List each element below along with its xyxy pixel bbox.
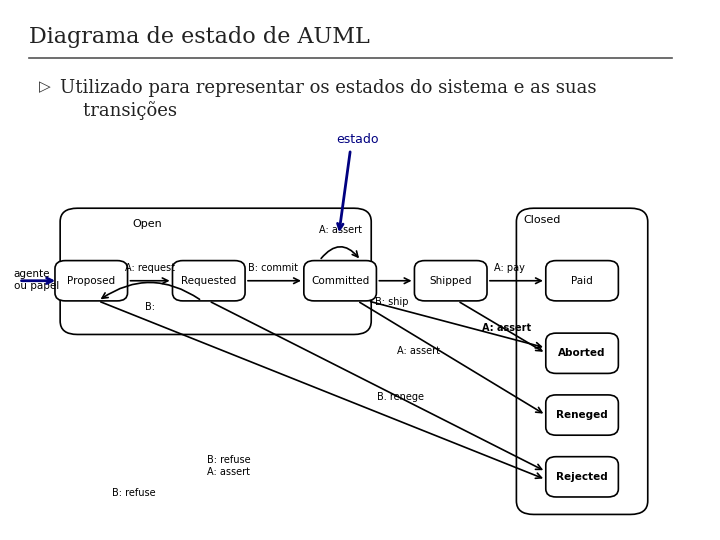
FancyBboxPatch shape [546, 333, 618, 374]
Text: Paid: Paid [571, 276, 593, 286]
Text: agente
ou papel: agente ou papel [14, 269, 59, 291]
Text: Reneged: Reneged [556, 410, 608, 420]
FancyBboxPatch shape [516, 208, 648, 515]
FancyBboxPatch shape [60, 208, 372, 334]
Text: A: pay: A: pay [494, 262, 525, 273]
FancyBboxPatch shape [304, 261, 377, 301]
Text: A: assert: A: assert [319, 225, 361, 235]
Text: B. renege: B. renege [377, 392, 424, 402]
FancyBboxPatch shape [546, 457, 618, 497]
Text: Diagrama de estado de AUML: Diagrama de estado de AUML [29, 25, 370, 48]
FancyBboxPatch shape [55, 261, 127, 301]
Text: B: commit: B: commit [248, 262, 298, 273]
Text: estado: estado [337, 133, 379, 146]
Text: Requested: Requested [181, 276, 236, 286]
Text: A: assert: A: assert [482, 323, 531, 333]
FancyBboxPatch shape [173, 261, 245, 301]
FancyBboxPatch shape [546, 261, 618, 301]
Text: Rejected: Rejected [556, 472, 608, 482]
Text: B: ship: B: ship [375, 297, 409, 307]
Text: A: request: A: request [125, 262, 175, 273]
FancyBboxPatch shape [546, 395, 618, 435]
Text: Committed: Committed [311, 276, 369, 286]
Text: transições: transições [60, 101, 177, 120]
Text: Closed: Closed [523, 215, 561, 225]
Text: A: assert: A: assert [397, 346, 441, 356]
Text: Aborted: Aborted [558, 348, 606, 358]
FancyBboxPatch shape [415, 261, 487, 301]
Text: ▷: ▷ [40, 79, 51, 94]
Text: Utilizado para representar os estados do sistema e as suas: Utilizado para representar os estados do… [60, 79, 597, 97]
Text: B: refuse
A: assert: B: refuse A: assert [207, 455, 251, 477]
Text: Shipped: Shipped [429, 276, 472, 286]
Text: Open: Open [132, 219, 163, 229]
Text: B:: B: [145, 302, 155, 312]
Text: Proposed: Proposed [67, 276, 115, 286]
Text: B: refuse: B: refuse [112, 488, 156, 497]
